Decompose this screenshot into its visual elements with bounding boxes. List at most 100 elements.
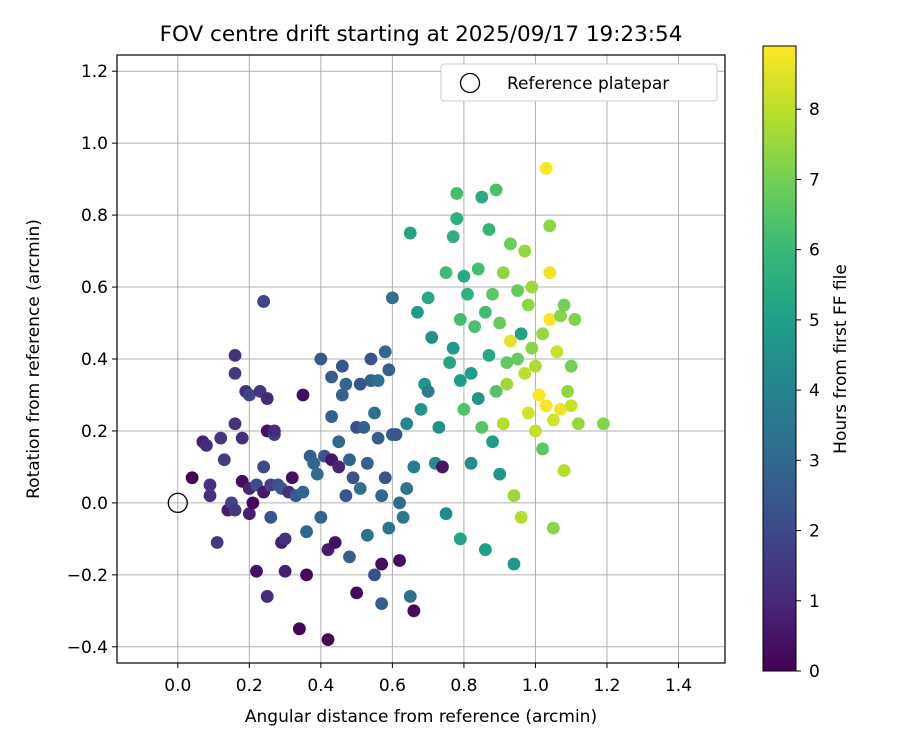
data-point <box>504 334 517 348</box>
data-point <box>360 456 374 470</box>
data-point <box>343 550 356 564</box>
data-point <box>264 510 278 524</box>
y-axis: −0.4 −0.2 0.0 0.2 0.4 0.6 0.8 1.0 1.2 <box>67 62 117 658</box>
data-point <box>250 564 263 578</box>
data-point <box>285 471 299 485</box>
y-tick-label: 0.8 <box>81 206 108 226</box>
legend-reference-marker <box>459 72 481 94</box>
data-point <box>421 384 435 398</box>
x-axis: 0.0 0.2 0.4 0.6 0.8 1.0 1.2 1.4 <box>164 663 692 696</box>
data-point <box>357 420 371 434</box>
data-point <box>571 417 585 431</box>
colorbar-tick-label: 8 <box>809 100 820 120</box>
data-point <box>536 327 549 341</box>
data-points <box>185 161 610 647</box>
data-point <box>436 460 449 474</box>
data-point <box>368 406 381 420</box>
data-point <box>557 298 571 312</box>
data-point <box>267 424 281 438</box>
data-point <box>496 266 510 280</box>
data-point <box>368 568 381 582</box>
reference-platepar-marker <box>167 492 188 514</box>
data-point <box>461 287 474 301</box>
data-point <box>539 161 553 175</box>
y-tick-label: 0.6 <box>81 278 108 298</box>
data-point <box>529 359 542 373</box>
data-point <box>439 507 453 521</box>
y-tick-label: 0.4 <box>81 350 108 370</box>
data-point <box>411 305 424 319</box>
data-point <box>500 377 514 391</box>
data-point <box>471 262 485 276</box>
data-point <box>228 503 242 517</box>
data-point <box>478 543 492 557</box>
data-point <box>332 435 346 449</box>
data-point <box>228 366 242 380</box>
data-point <box>293 622 306 636</box>
reference-marker-layer <box>167 492 188 514</box>
colorbar-tick-label: 2 <box>809 522 820 542</box>
data-point <box>314 352 328 366</box>
data-point <box>203 478 217 492</box>
y-tick-label: −0.4 <box>67 638 108 658</box>
colorbar-tick-label: 3 <box>809 451 820 471</box>
data-point <box>493 316 507 330</box>
data-point <box>375 597 389 611</box>
data-point <box>446 230 460 244</box>
data-point <box>546 413 560 427</box>
data-point <box>500 356 514 369</box>
data-point <box>371 431 385 445</box>
data-point <box>529 424 542 438</box>
data-point <box>403 226 417 240</box>
data-point <box>482 349 496 362</box>
data-point <box>543 266 557 280</box>
data-point <box>228 417 242 431</box>
data-point <box>407 460 421 474</box>
data-point <box>475 190 489 204</box>
y-tick-label: 1.0 <box>81 134 108 154</box>
colorbar-tick-label: 0 <box>809 662 820 682</box>
x-tick-label: 0.6 <box>379 676 406 696</box>
data-point <box>389 428 403 441</box>
data-point <box>468 320 482 334</box>
data-point <box>475 420 489 434</box>
data-point <box>335 359 349 373</box>
data-point <box>511 352 524 366</box>
data-point <box>546 521 560 535</box>
y-tick-label: 0.2 <box>81 422 108 442</box>
data-point <box>321 633 335 647</box>
data-point <box>489 384 503 398</box>
data-point <box>507 489 521 503</box>
data-point <box>453 374 467 387</box>
data-point <box>378 345 392 359</box>
data-point <box>393 496 406 510</box>
data-point <box>554 402 567 416</box>
data-point <box>561 384 575 398</box>
x-tick-label: 1.2 <box>593 676 620 696</box>
data-point <box>378 471 392 485</box>
data-point <box>457 402 471 416</box>
data-point <box>525 280 539 294</box>
data-point <box>235 431 249 445</box>
data-point <box>278 532 292 546</box>
legend-box <box>440 63 718 102</box>
data-point <box>307 456 321 470</box>
data-point <box>432 420 446 434</box>
data-point <box>375 489 389 503</box>
data-point <box>446 341 460 355</box>
data-point <box>228 349 242 362</box>
data-point <box>453 313 467 326</box>
y-axis-label: Rotation from reference (arcmin) <box>24 219 44 499</box>
data-point <box>464 366 478 380</box>
data-point <box>328 536 342 549</box>
data-point <box>339 377 353 391</box>
data-point <box>300 525 313 539</box>
data-point <box>242 507 256 521</box>
data-point <box>371 374 385 387</box>
data-point <box>564 399 578 413</box>
data-point <box>550 345 564 359</box>
data-point <box>489 183 503 197</box>
data-point <box>278 564 292 578</box>
data-point <box>421 291 435 305</box>
data-point <box>557 464 571 477</box>
